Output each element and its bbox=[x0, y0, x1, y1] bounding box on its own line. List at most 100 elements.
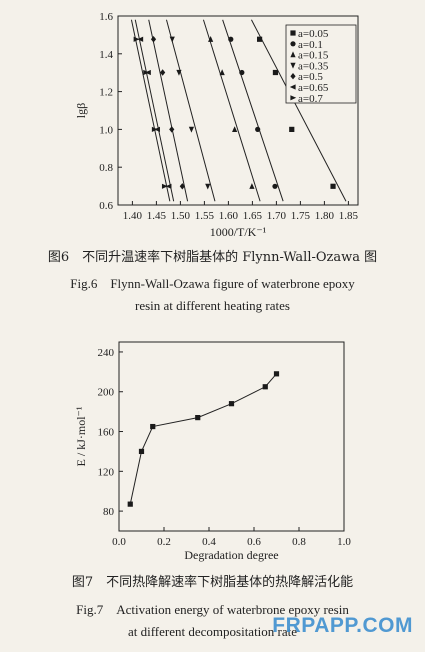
data-point bbox=[133, 36, 140, 42]
y-tick-label: 120 bbox=[98, 466, 115, 478]
x-tick-label: 0.8 bbox=[292, 536, 306, 548]
y-tick-label: 160 bbox=[98, 427, 115, 439]
legend-label: a=0.7 bbox=[298, 93, 323, 105]
figure-7-activation-energy-plot: 80 120 160 200 240 0.0 0.2 0.4 0.6 0.8 1.0 Degradat… bbox=[74, 341, 351, 562]
x-tick-label: 1.40 bbox=[123, 210, 143, 222]
data-point bbox=[138, 448, 145, 455]
data-point bbox=[137, 36, 144, 42]
y-tick-label: 1.2 bbox=[99, 87, 113, 99]
y-tick-label: 0.6 bbox=[99, 200, 113, 212]
data-point bbox=[228, 401, 235, 407]
fit-line bbox=[134, 19, 175, 202]
data-point bbox=[150, 36, 157, 43]
x-tick-label: 0.6 bbox=[247, 536, 261, 548]
y-tick-label: 240 bbox=[98, 347, 115, 359]
series-group bbox=[250, 19, 347, 202]
data-point bbox=[289, 126, 295, 132]
x-tick-label: 1.80 bbox=[315, 210, 335, 222]
fit-line bbox=[250, 19, 347, 202]
legend-label: a=0.5 bbox=[298, 71, 323, 83]
data-point bbox=[160, 69, 166, 76]
y-tick-label: 0.8 bbox=[99, 162, 113, 174]
x-tick-label: 1.85 bbox=[339, 210, 359, 222]
figure-7-caption-en-line1: Fig.7 Activation energy of waterbrone ep… bbox=[76, 602, 349, 617]
y-tick-label: 1.0 bbox=[99, 124, 113, 136]
x-tick-label: 1.45 bbox=[147, 210, 167, 222]
x-tick-label: 1.70 bbox=[267, 210, 287, 222]
figure-6-caption-cn: 图6 不同升温速率下树脂基体的 Flynn-Wall-Ozawa 图 bbox=[47, 250, 378, 265]
legend-label: a=0.35 bbox=[298, 60, 329, 72]
data-point bbox=[127, 501, 133, 507]
series-group bbox=[130, 19, 171, 202]
watermark-logo: FRPAPP.COM bbox=[272, 614, 413, 637]
data-point bbox=[150, 423, 156, 430]
figure-6-caption-en-line1: Fig.6 Flynn-Wall-Ozawa figure of waterbr… bbox=[70, 276, 355, 291]
data-point bbox=[151, 126, 158, 132]
y-axis-label: lgβ bbox=[74, 103, 88, 118]
data-point bbox=[165, 183, 172, 189]
y-tick-label: 200 bbox=[98, 387, 115, 399]
x-axis-label: Degradation degree bbox=[184, 548, 278, 562]
data-point bbox=[179, 183, 185, 190]
legend-marker bbox=[290, 41, 296, 47]
data-point bbox=[169, 36, 175, 43]
data-point bbox=[169, 126, 175, 133]
legend-marker bbox=[290, 62, 296, 69]
fit-line bbox=[148, 19, 189, 202]
series-group bbox=[222, 19, 284, 202]
series-group bbox=[165, 19, 216, 202]
figure-6-caption-en-line2: resin at different heating rates bbox=[135, 298, 290, 313]
figure-7-caption-en-line2: at different decompositation rate bbox=[127, 624, 298, 639]
x-tick-label: 1.50 bbox=[171, 210, 191, 222]
x-tick-label: 0.0 bbox=[112, 536, 126, 548]
data-point bbox=[249, 183, 255, 189]
data-point bbox=[330, 183, 336, 189]
legend-label: a=0.65 bbox=[298, 82, 329, 94]
data-point bbox=[272, 183, 278, 189]
y-tick-label: 1.6 bbox=[99, 11, 113, 23]
legend-label: a=0.15 bbox=[298, 50, 329, 62]
data-point bbox=[188, 126, 195, 133]
legend-marker bbox=[290, 73, 296, 80]
data-point bbox=[273, 371, 280, 377]
data-point bbox=[161, 183, 168, 189]
y-tick-label: 80 bbox=[103, 506, 115, 518]
data-point bbox=[232, 126, 238, 132]
x-tick-label: 1.65 bbox=[243, 210, 263, 222]
x-tick-label: 1.75 bbox=[291, 210, 311, 222]
legend-label: a=0.05 bbox=[298, 28, 329, 40]
x-tick-label: 1.60 bbox=[219, 210, 239, 222]
data-point bbox=[205, 183, 211, 190]
fit-line bbox=[130, 19, 171, 202]
x-tick-label: 0.4 bbox=[202, 536, 216, 548]
data-point bbox=[208, 36, 214, 42]
data-point bbox=[272, 69, 279, 76]
legend-box bbox=[285, 24, 357, 104]
y-tick-label: 1.4 bbox=[99, 49, 113, 61]
series-group bbox=[148, 19, 189, 202]
data-point bbox=[219, 69, 225, 76]
figure-6-flynn-wall-ozawa-plot: 0.6 0.8 1.0 1.2 1.4 1.6 1.40 1.45 1.50 1.55 1.60 1.… bbox=[74, 11, 359, 239]
fit-line bbox=[202, 19, 261, 202]
y-axis-label: E / kJ·mol⁻¹ bbox=[74, 406, 88, 466]
x-tick-label: 1.55 bbox=[195, 210, 215, 222]
legend-marker bbox=[289, 84, 296, 90]
x-axis-label: 1000/T/K⁻¹ bbox=[210, 225, 267, 239]
figure-7-caption-cn: 图7 不同热降解速率下树脂基体的热降解活化能 bbox=[71, 575, 354, 590]
data-point bbox=[262, 384, 268, 390]
legend-marker bbox=[290, 30, 296, 36]
legend-marker bbox=[290, 95, 297, 101]
legend-marker bbox=[290, 51, 296, 58]
series-group bbox=[134, 19, 175, 202]
fit-line bbox=[165, 19, 216, 202]
plot-frame bbox=[117, 15, 359, 206]
data-point bbox=[143, 69, 150, 76]
data-point bbox=[257, 36, 263, 42]
data-point bbox=[239, 69, 245, 76]
data-point bbox=[255, 126, 261, 132]
series-group bbox=[202, 19, 261, 202]
plot-frame bbox=[118, 341, 345, 532]
legend-label: a=0.1 bbox=[298, 39, 323, 51]
fit-line bbox=[222, 19, 284, 202]
